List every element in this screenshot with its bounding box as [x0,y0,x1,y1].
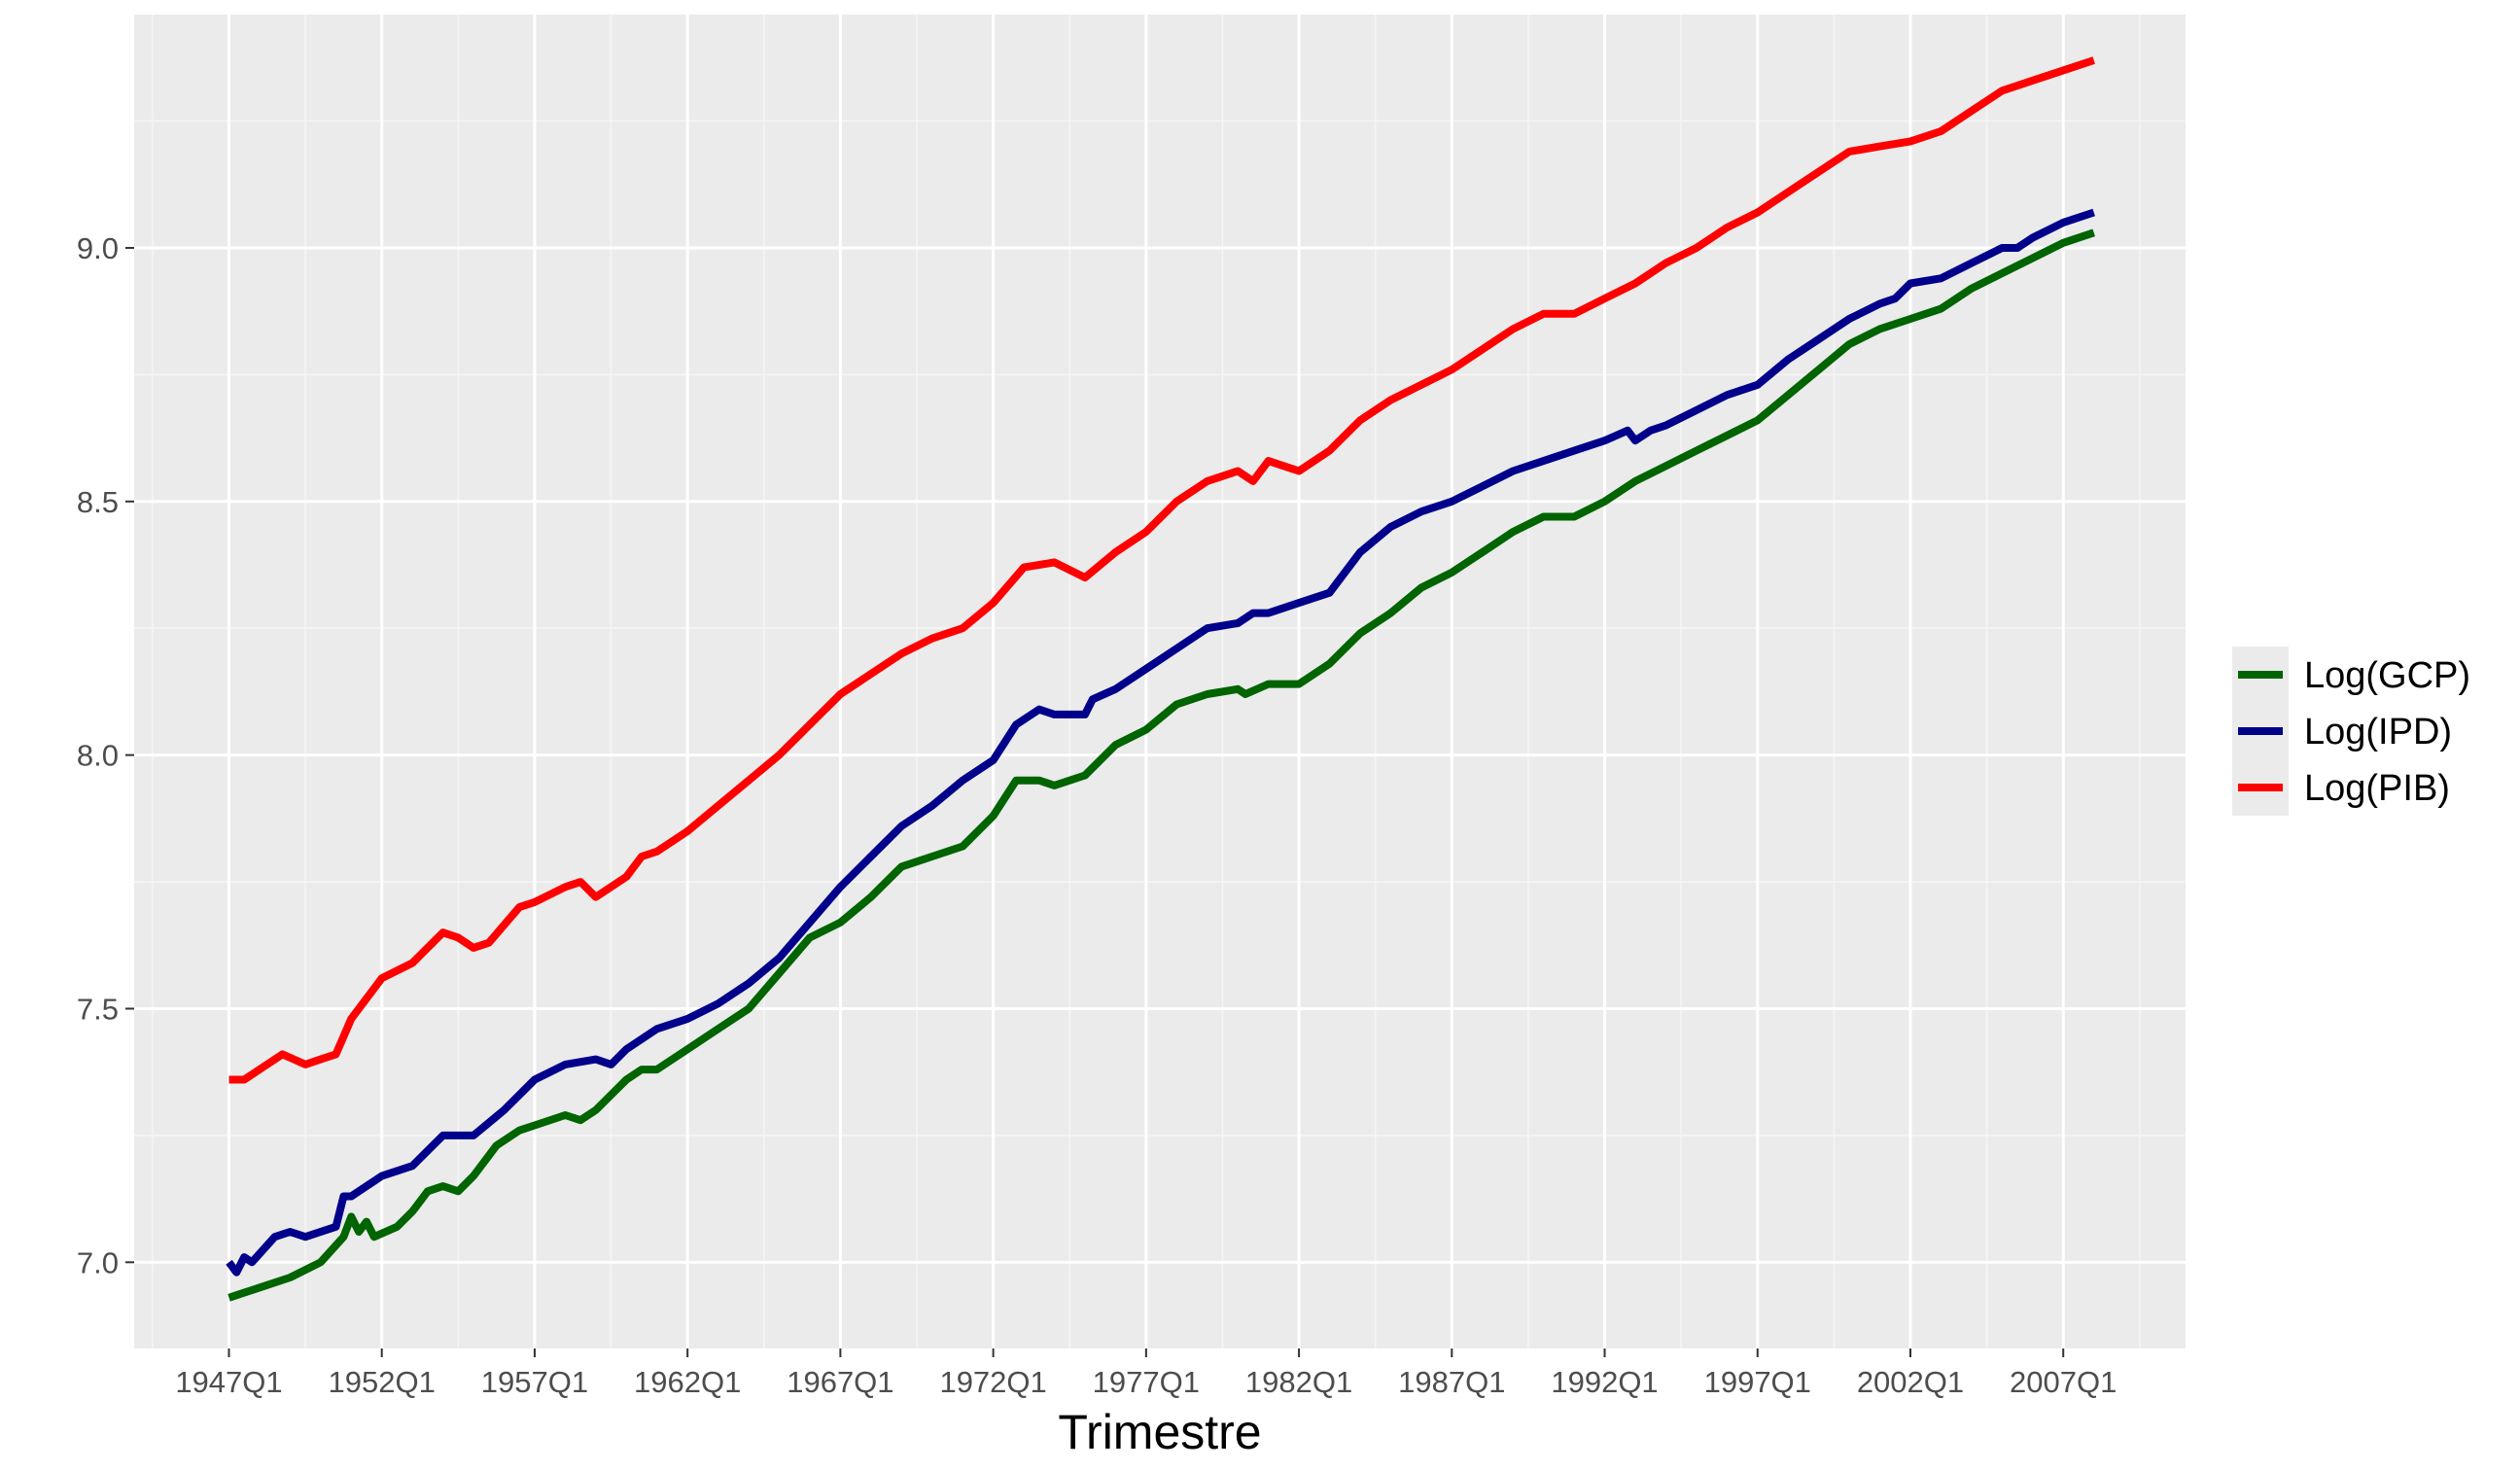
x-tick-label: 1987Q1 [1398,1365,1505,1399]
plot-panel [134,15,2186,1348]
x-tick-label: 1997Q1 [1704,1365,1811,1399]
series-line-log-gcp [228,228,2095,1302]
x-tick-label: 1967Q1 [787,1365,893,1399]
y-tick-label: 8.0 [77,739,119,773]
y-tick-label: 8.5 [77,485,119,519]
legend-label: Log(GCP) [2304,655,2470,696]
series-layer [226,56,2095,1302]
x-tick-label: 1972Q1 [939,1365,1046,1399]
y-tick-label: 7.5 [77,992,119,1026]
x-tick-label: 1952Q1 [329,1365,436,1399]
series-line-log-ipd [226,208,2095,1277]
legend-label: Log(PIB) [2304,768,2450,809]
x-tick-label: 2002Q1 [1857,1365,1964,1399]
y-tick-label: 7.0 [77,1245,119,1279]
x-axis-title: Trimestre [1058,1405,1261,1459]
x-tick-label: 1982Q1 [1245,1365,1352,1399]
x-tick-label: 1962Q1 [634,1365,741,1399]
y-axis: 7.0 7.5 8.0 8.5 9.0 [77,231,134,1279]
x-tick-label: 1992Q1 [1551,1365,1658,1399]
x-tick-label: 1977Q1 [1093,1365,1200,1399]
x-tick-label: 1957Q1 [481,1365,588,1399]
x-tick-label: 2007Q1 [2010,1365,2117,1399]
x-axis: 1947Q1 1952Q1 1957Q1 1962Q1 1967Q1 1972Q1 1977… [175,1348,2117,1399]
series-line-log-pib [228,56,2095,1084]
y-tick-label: 9.0 [77,231,119,265]
x-tick-label: 1947Q1 [175,1365,282,1399]
legend: Log(GCP) Log(IPD) Log(PIB) [2232,647,2470,816]
legend-label: Log(IPD) [2304,712,2452,752]
minor-gridlines [134,15,2186,1348]
